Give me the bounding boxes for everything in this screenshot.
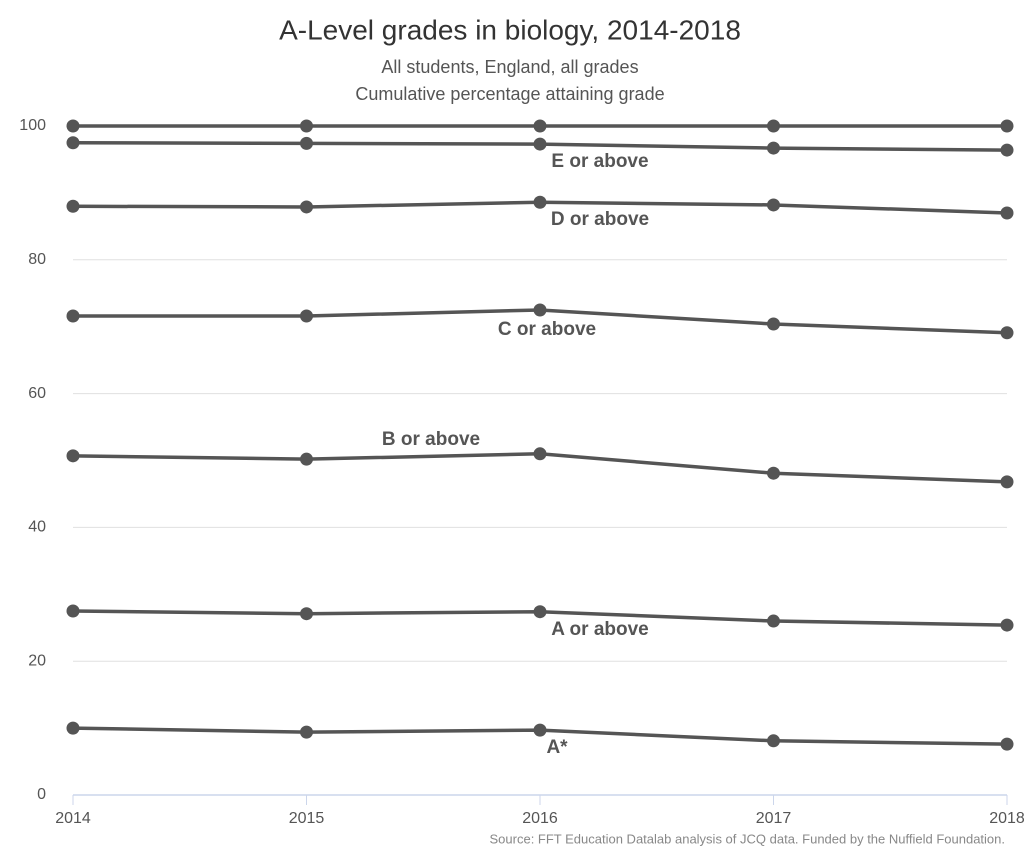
- data-point: [300, 452, 313, 466]
- data-point: [1000, 326, 1014, 340]
- data-point: [767, 198, 780, 212]
- data-point: [767, 141, 780, 155]
- chart-subtitle: All students, England, all grades: [381, 57, 638, 77]
- series-label: B or above: [382, 429, 480, 450]
- data-point: [66, 136, 80, 150]
- data-point: [1000, 143, 1014, 157]
- y-tick-label: 80: [28, 251, 46, 268]
- data-point: [533, 605, 547, 619]
- y-tick-label: 60: [28, 385, 46, 402]
- data-point: [533, 195, 547, 209]
- y-tick-label: 100: [19, 117, 46, 134]
- y-tick-label: 0: [37, 786, 46, 803]
- data-point: [66, 604, 80, 618]
- source-note: Source: FFT Education Datalab analysis o…: [490, 831, 1005, 846]
- x-tick-label: 2017: [756, 810, 792, 827]
- data-point: [767, 317, 780, 331]
- data-point: [533, 137, 547, 151]
- data-point: [767, 466, 780, 480]
- series-label: C or above: [498, 319, 596, 340]
- data-point: [300, 309, 313, 323]
- y-tick-label: 20: [28, 652, 46, 669]
- data-point: [66, 119, 80, 133]
- data-point: [300, 119, 313, 133]
- x-tick-label: 2016: [522, 810, 558, 827]
- data-point: [300, 725, 313, 739]
- chart-title: A-Level grades in biology, 2014-2018: [279, 14, 741, 45]
- series-label: E or above: [551, 151, 648, 172]
- data-point: [66, 721, 80, 735]
- data-point: [300, 607, 313, 621]
- data-point: [300, 200, 313, 214]
- data-point: [1000, 475, 1014, 489]
- series-label: A*: [546, 737, 568, 758]
- chart-subtitle: Cumulative percentage attaining grade: [355, 84, 664, 104]
- data-point: [533, 723, 547, 737]
- series-label: A or above: [551, 619, 649, 640]
- series-label: D or above: [551, 209, 649, 230]
- data-point: [66, 309, 80, 323]
- data-point: [767, 119, 780, 133]
- data-point: [767, 614, 780, 628]
- data-point: [66, 199, 80, 213]
- data-point: [1000, 737, 1014, 751]
- data-point: [533, 303, 547, 317]
- data-point: [1000, 206, 1014, 220]
- data-point: [66, 449, 80, 463]
- data-point: [300, 136, 313, 150]
- x-tick-label: 2015: [289, 810, 325, 827]
- data-point: [533, 119, 547, 133]
- data-point: [1000, 119, 1014, 133]
- x-tick-label: 2018: [989, 810, 1024, 827]
- data-point: [533, 447, 547, 461]
- y-tick-label: 40: [28, 519, 46, 536]
- x-tick-label: 2014: [55, 810, 91, 827]
- data-point: [767, 734, 780, 748]
- data-point: [1000, 618, 1014, 632]
